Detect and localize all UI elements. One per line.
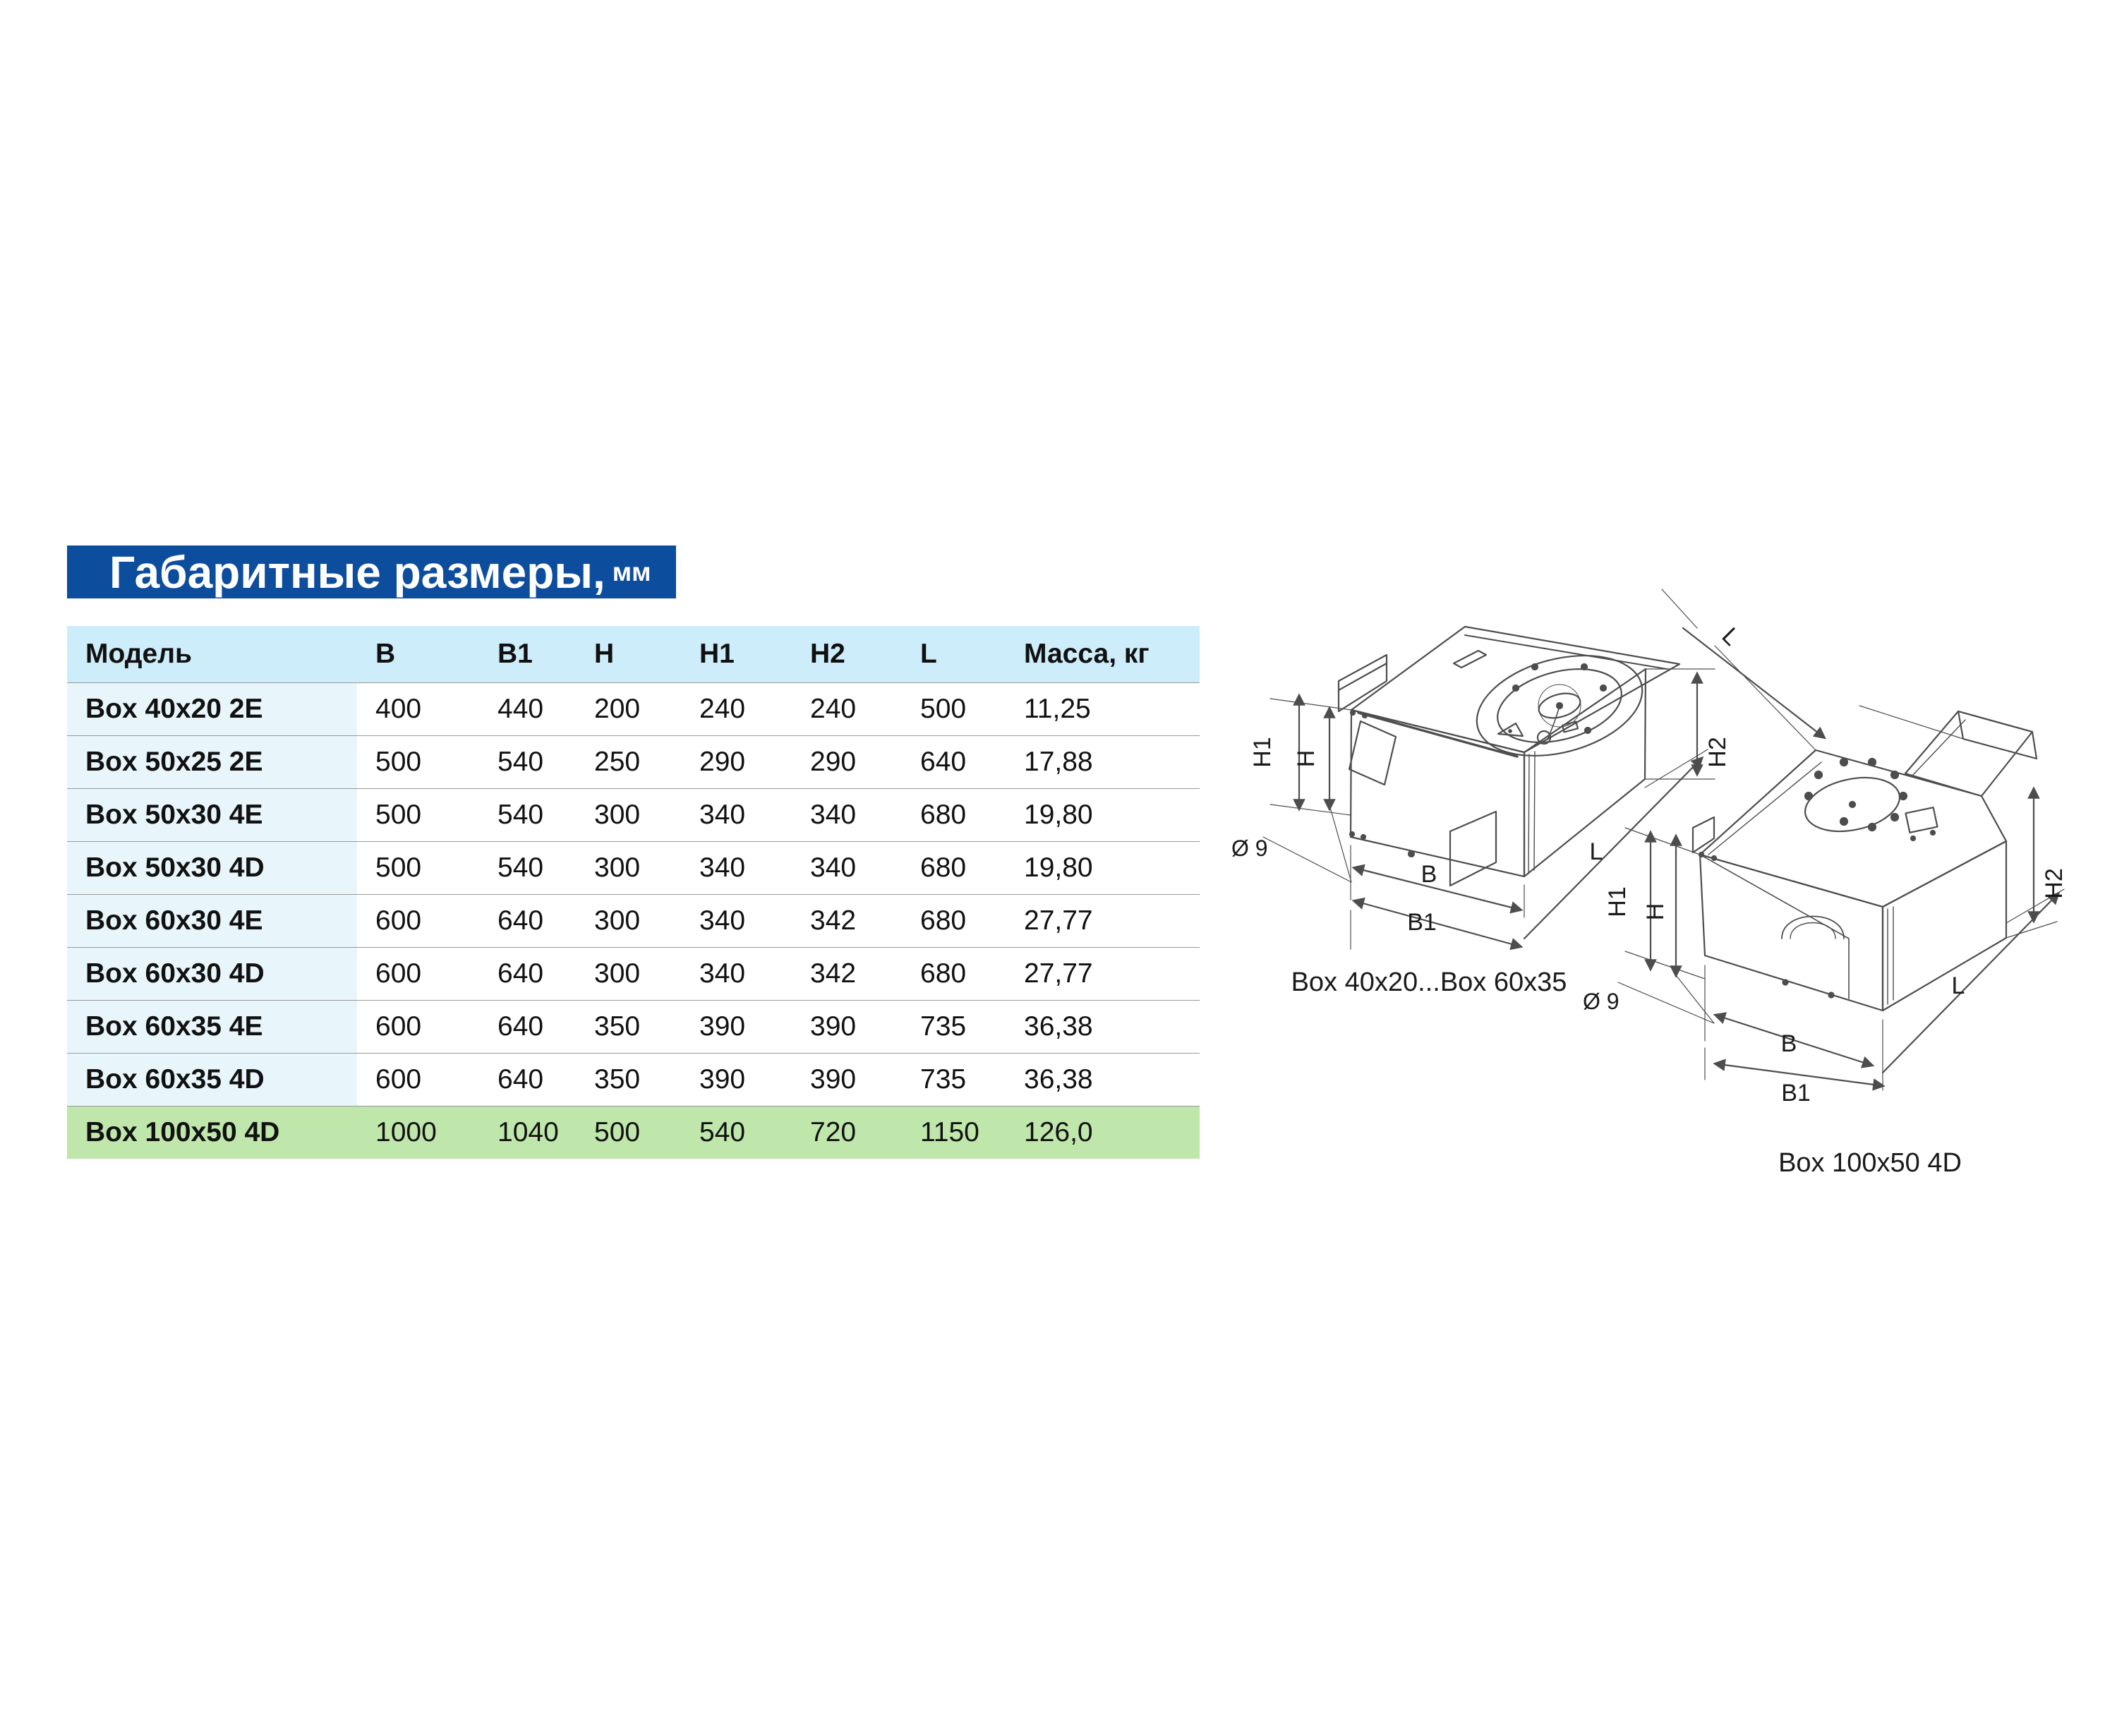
svg-text:H2: H2 — [2041, 868, 2068, 898]
svg-text:Ø 9: Ø 9 — [1231, 836, 1268, 861]
svg-text:B: B — [1781, 1030, 1797, 1057]
svg-text:L: L — [1590, 838, 1603, 865]
svg-text:Box 40x20...Box 60x35: Box 40x20...Box 60x35 — [1291, 968, 1567, 997]
svg-text:H2: H2 — [1704, 737, 1731, 767]
svg-text:H1: H1 — [1604, 886, 1631, 917]
svg-text:H: H — [1293, 750, 1320, 768]
svg-text:Ø 9: Ø 9 — [1583, 989, 1620, 1014]
svg-text:B1: B1 — [1781, 1080, 1811, 1107]
svg-text:H1: H1 — [1249, 737, 1276, 767]
svg-text:H: H — [1642, 903, 1669, 921]
svg-text:L: L — [1717, 622, 1745, 651]
svg-text:B1: B1 — [1407, 909, 1437, 936]
svg-text:Box 100x50 4D: Box 100x50 4D — [1778, 1148, 1962, 1178]
svg-text:L: L — [1952, 972, 1965, 999]
svg-text:B: B — [1421, 861, 1437, 888]
